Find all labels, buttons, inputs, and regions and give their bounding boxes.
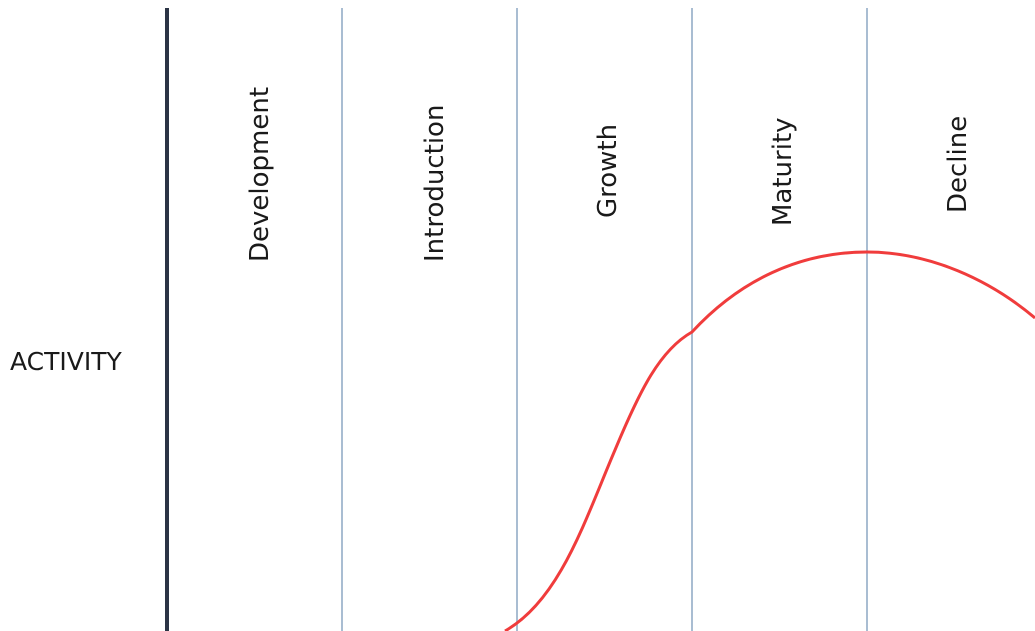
stage-label-decline: Decline [943,116,973,213]
stage-label-development: Development [245,87,275,262]
stage-label-growth: Growth [593,124,623,218]
stage-label-introduction: Introduction [420,105,450,262]
y-axis-label: ACTIVITY [10,347,123,376]
stage-label-maturity: Maturity [768,117,798,226]
activity-curve [505,252,1035,631]
